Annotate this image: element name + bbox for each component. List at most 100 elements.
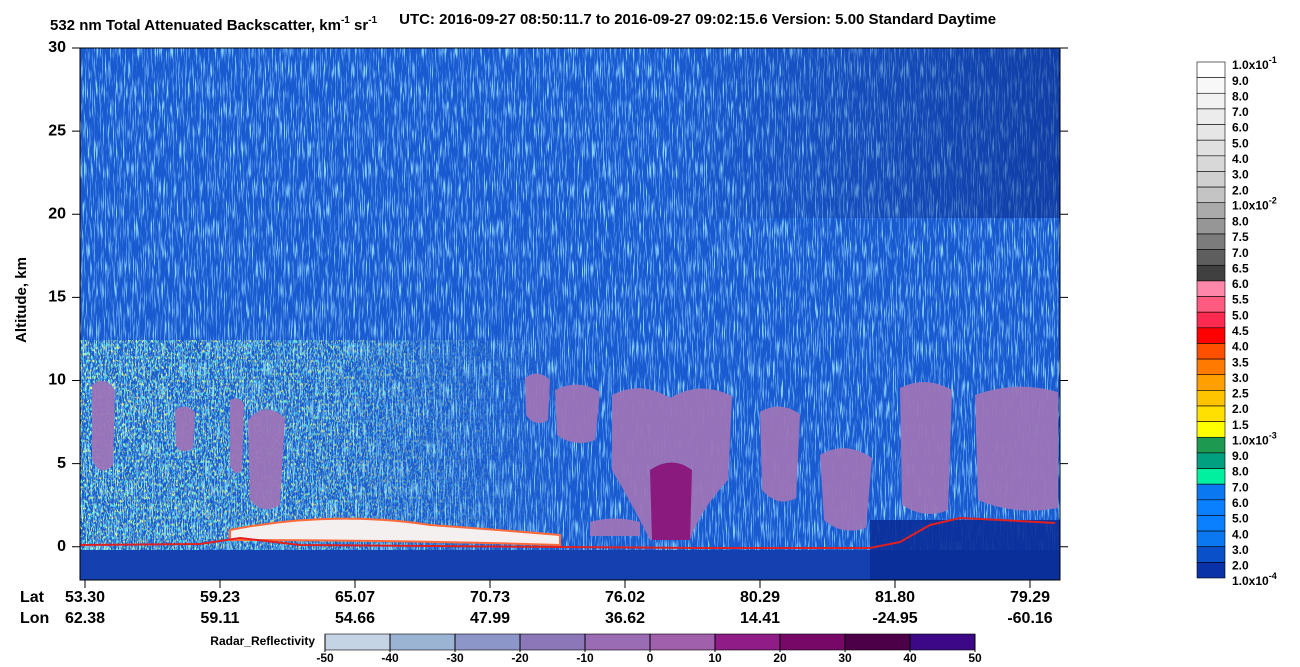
radar-tick-label: -40 [381,651,399,665]
colorbar-label: 4.0 [1232,527,1249,541]
colorbar-swatch [1196,186,1226,204]
colorbar-label-exp: -3 [1269,431,1277,441]
radar-tick-label: 10 [708,651,722,665]
lat-value: 53.30 [65,589,105,606]
colorbar-label: 7.5 [1232,230,1249,244]
colorbar-label: 1.0x10-4 [1232,571,1277,588]
colorbar-label: 5.0 [1232,512,1249,526]
colorbar-swatch [1196,562,1226,579]
colorbar-label: 5.5 [1232,293,1249,307]
radar-tick-label: 30 [838,651,852,665]
colorbar-swatch [1196,92,1226,110]
lat-value: 76.02 [605,589,645,606]
colorbar-swatch [1196,405,1226,422]
colorbar-swatch [1196,171,1226,188]
colorbar-swatch [1196,530,1226,548]
colorbar-label-exp: -2 [1269,196,1277,206]
colorbar-swatch [1196,311,1226,329]
colorbar-swatch [1196,218,1226,235]
colorbar-swatch [1196,452,1226,469]
lat-value: 81.80 [875,589,915,606]
colorbar-swatch [1196,202,1226,219]
colorbar-label-base: 1.0x10 [1232,199,1269,213]
y-tick-label: 30 [48,39,66,56]
lat-value: 59.23 [200,589,240,606]
radar-swatch [519,633,586,651]
radar-swatch [649,633,716,651]
title-unit: sr [350,17,369,34]
lon-value: -24.95 [872,610,917,627]
colorbar-label: 8.0 [1232,89,1249,103]
colorbar-label: 6.0 [1232,496,1249,510]
colorbar-label: 2.5 [1232,387,1249,401]
y-tick-label: 20 [48,205,66,222]
colorbar-label: 8.0 [1232,215,1249,229]
colorbar-label: 3.0 [1232,543,1249,557]
y-axis-label: Altitude, km [13,257,30,343]
colorbar-swatch [1196,468,1226,485]
colorbar-swatch [1196,264,1226,282]
colorbar-swatch [1196,233,1226,250]
colorbar-label: 4.0 [1232,340,1249,354]
lat-value: 80.29 [740,589,780,606]
title-units: -1 sr-1 [341,15,378,34]
title-sup: -1 [368,15,377,26]
colorbar-swatch [1196,139,1226,157]
radar-label: Radar_Reflectivity [210,634,315,648]
colorbar-label: 9.0 [1232,449,1249,463]
y-tick-label: 25 [48,122,66,139]
lon-value: 54.66 [335,610,375,627]
lat-label: Lat [20,589,45,606]
colorbar-swatch [1196,108,1226,125]
colorbar-swatch [1196,249,1226,266]
colorbar-label: 3.5 [1232,355,1249,369]
colorbar-label: 9.0 [1232,74,1249,88]
colorbar-swatch [1196,358,1226,376]
colorbar-label: 6.5 [1232,261,1249,275]
lat-value: 70.73 [470,589,510,606]
chart-title: 532 nm Total Attenuated Backscatter, km-… [50,11,996,34]
title-sup: -1 [341,15,350,26]
colorbar-swatch [1196,77,1226,94]
radar-swatch [779,633,846,651]
radar-swatch [909,633,976,651]
lon-value: 62.38 [65,610,105,627]
radar-swatch [584,633,651,651]
backscatter-image [80,48,1060,580]
radar-tick-label: 50 [968,651,982,665]
lon-value: 14.41 [740,610,780,627]
colorbar-label-exp: -4 [1269,571,1277,581]
colorbar-swatch [1196,296,1226,313]
radar-swatch [454,633,521,651]
colorbar-label: 7.0 [1232,105,1249,119]
colorbar-label: 1.0x10-3 [1232,431,1277,448]
colorbar-label: 4.0 [1232,152,1249,166]
colorbar-label: 6.0 [1232,121,1249,135]
colorbar-label: 1.0x10-2 [1232,196,1277,213]
radar-tick-label: -10 [576,651,594,665]
colorbar-swatch [1196,436,1226,454]
y-tick-label: 15 [48,289,66,306]
title-text: 532 nm Total Attenuated Backscatter, km [50,17,341,34]
colorbar-swatch [1196,280,1226,297]
colorbar-label: 2.0 [1232,183,1249,197]
colorbar-swatch [1196,421,1226,438]
colorbar-label: 5.0 [1232,136,1249,150]
y-tick-label: 10 [48,372,66,389]
colorbar-swatch [1196,515,1226,532]
y-tick-label: 0 [57,538,66,555]
colorbar-label: 3.0 [1232,168,1249,182]
colorbar-swatch [1196,499,1226,516]
lat-value: 79.29 [1010,589,1050,606]
radar-tick-label: 20 [773,651,787,665]
colorbar-swatch [1196,327,1226,344]
colorbar-label: 5.0 [1232,308,1249,322]
lon-value: 59.11 [200,610,239,627]
colorbar-label: 8.0 [1232,465,1249,479]
subtitle: UTC: 2016-09-27 08:50:11.7 to 2016-09-27… [399,11,996,28]
colorbar-label: 4.5 [1232,324,1249,338]
radar-tick-label: -20 [511,651,529,665]
lon-label: Lon [20,610,49,627]
lon-value: 36.62 [605,610,645,627]
